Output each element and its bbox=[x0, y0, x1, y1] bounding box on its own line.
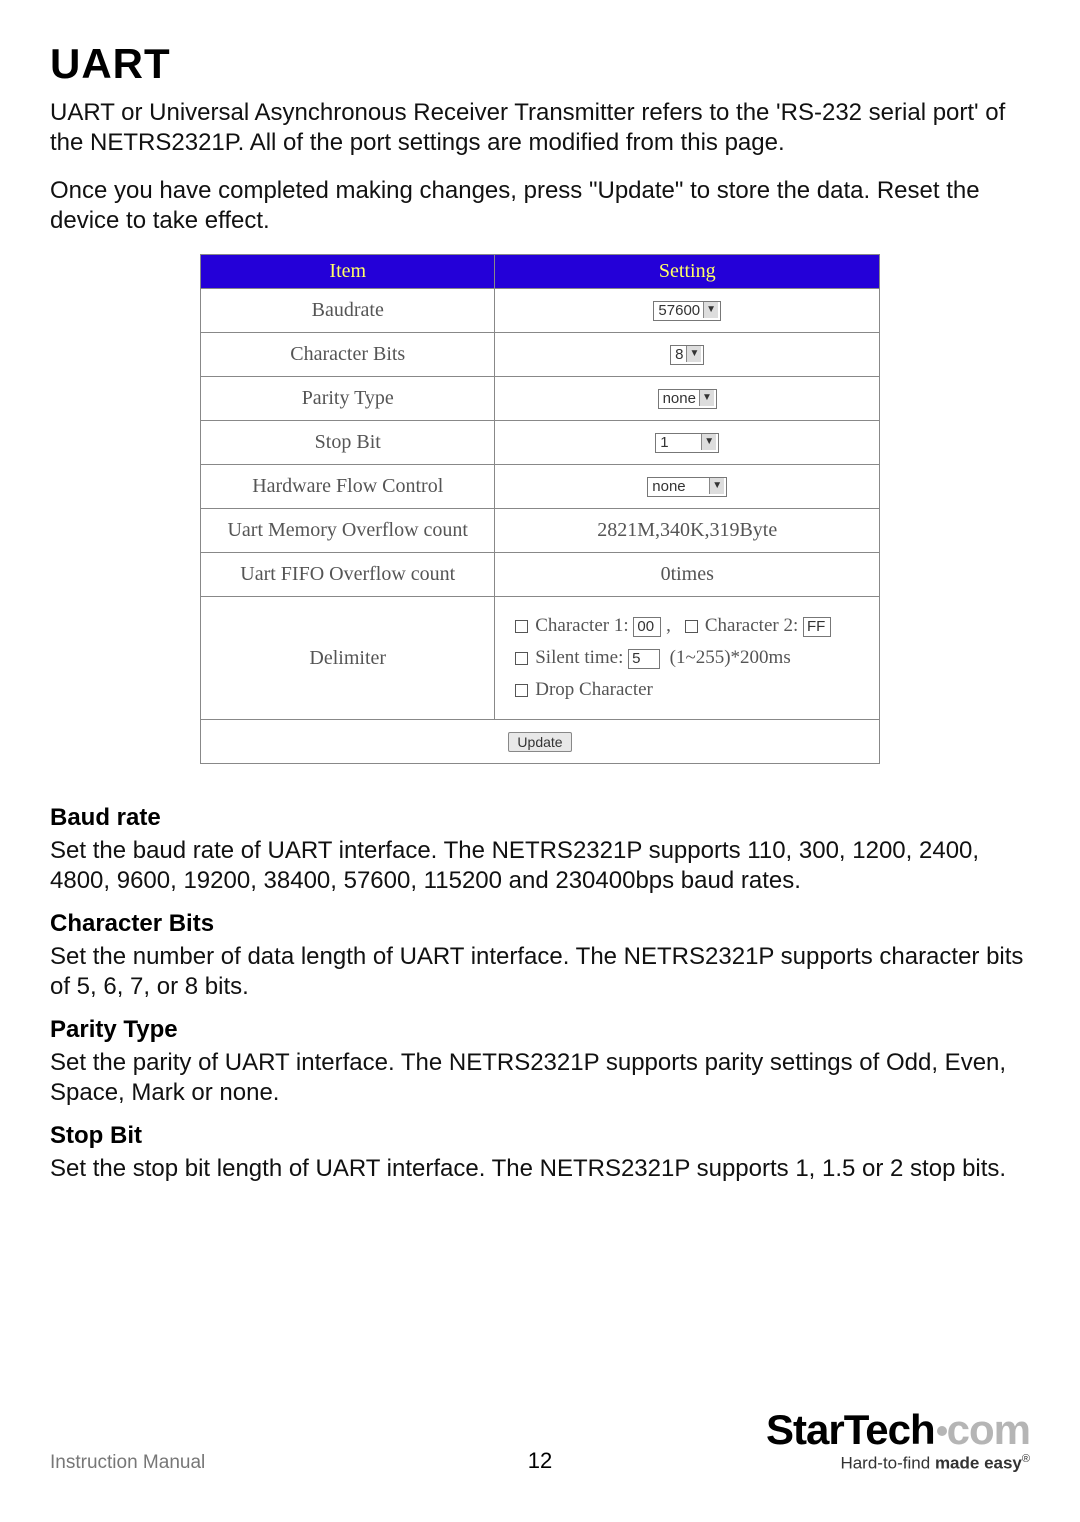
section-title: Baud rate bbox=[50, 804, 1030, 832]
row-label-fifooverflow: Uart FIFO Overflow count bbox=[201, 553, 495, 597]
row-label-baudrate: Baudrate bbox=[201, 289, 495, 333]
chevron-down-icon: ▼ bbox=[709, 478, 724, 494]
table-row: Uart Memory Overflow count 2821M,340K,31… bbox=[201, 509, 880, 553]
parity-select[interactable]: none▼ bbox=[658, 389, 717, 409]
silent-checkbox[interactable] bbox=[515, 652, 528, 665]
update-button[interactable]: Update bbox=[508, 732, 571, 752]
flowcontrol-select[interactable]: none▼ bbox=[647, 477, 727, 497]
table-header-setting: Setting bbox=[495, 255, 880, 289]
drop-label: Drop Character bbox=[535, 679, 653, 700]
table-row: Stop Bit 1▼ bbox=[201, 421, 880, 465]
section-title: Stop Bit bbox=[50, 1122, 1030, 1150]
parity-value: none bbox=[663, 390, 696, 407]
footer-page-number: 12 bbox=[528, 1448, 552, 1474]
silent-input[interactable]: 5 bbox=[628, 649, 660, 669]
section-charbits: Character Bits Set the number of data le… bbox=[50, 910, 1030, 1002]
row-label-flowcontrol: Hardware Flow Control bbox=[201, 465, 495, 509]
drop-checkbox[interactable] bbox=[515, 684, 528, 697]
table-row-delimiter: Delimiter Character 1: 00 , Character 2:… bbox=[201, 597, 880, 720]
row-label-delimiter: Delimiter bbox=[201, 597, 495, 720]
logo-dot-icon bbox=[937, 1426, 947, 1436]
chevron-down-icon: ▼ bbox=[686, 346, 701, 362]
flowcontrol-value: none bbox=[652, 478, 706, 496]
stopbit-value: 1 bbox=[660, 434, 698, 452]
char1-label: Character 1: bbox=[535, 615, 628, 636]
section-stopbit: Stop Bit Set the stop bit length of UART… bbox=[50, 1122, 1030, 1184]
logo-text-black: StarTech bbox=[766, 1406, 935, 1453]
intro-paragraph-1: UART or Universal Asynchronous Receiver … bbox=[50, 98, 1030, 158]
table-header-item: Item bbox=[201, 255, 495, 289]
char2-input[interactable]: FF bbox=[803, 617, 831, 637]
logo-registered-icon: ® bbox=[1022, 1453, 1030, 1465]
memoverflow-value: 2821M,340K,319Byte bbox=[495, 509, 880, 553]
section-body: Set the parity of UART interface. The NE… bbox=[50, 1048, 1030, 1108]
table-row: Uart FIFO Overflow count 0times bbox=[201, 553, 880, 597]
fifooverflow-value: 0times bbox=[495, 553, 880, 597]
section-parity: Parity Type Set the parity of UART inter… bbox=[50, 1016, 1030, 1108]
chevron-down-icon: ▼ bbox=[703, 302, 718, 318]
baudrate-select[interactable]: 57600▼ bbox=[653, 301, 721, 321]
char2-checkbox[interactable] bbox=[685, 620, 698, 633]
chevron-down-icon: ▼ bbox=[699, 390, 714, 406]
table-row-update: Update bbox=[201, 720, 880, 764]
section-body: Set the baud rate of UART interface. The… bbox=[50, 836, 1030, 896]
silent-label: Silent time: bbox=[535, 647, 623, 668]
logo-tagline-prefix: Hard-to-find bbox=[840, 1454, 934, 1473]
baudrate-value: 57600 bbox=[658, 302, 700, 319]
table-row: Hardware Flow Control none▼ bbox=[201, 465, 880, 509]
row-label-parity: Parity Type bbox=[201, 377, 495, 421]
footer-manual-label: Instruction Manual bbox=[50, 1452, 205, 1474]
page-footer: Instruction Manual 12 StarTech com Hard-t… bbox=[50, 1409, 1030, 1474]
logo-tagline-bold: made easy bbox=[935, 1454, 1022, 1473]
section-baudrate: Baud rate Set the baud rate of UART inte… bbox=[50, 804, 1030, 896]
silent-suffix: (1~255)*200ms bbox=[670, 647, 791, 668]
table-row: Character Bits 8▼ bbox=[201, 333, 880, 377]
stopbit-select[interactable]: 1▼ bbox=[655, 433, 719, 453]
section-body: Set the number of data length of UART in… bbox=[50, 942, 1030, 1002]
uart-settings-table: Item Setting Baudrate 57600▼ Character B… bbox=[200, 254, 880, 764]
charbits-value: 8 bbox=[675, 346, 683, 363]
table-row: Parity Type none▼ bbox=[201, 377, 880, 421]
intro-paragraph-2: Once you have completed making changes, … bbox=[50, 176, 1030, 236]
section-title: Character Bits bbox=[50, 910, 1030, 938]
char1-input[interactable]: 00 bbox=[633, 617, 661, 637]
chevron-down-icon: ▼ bbox=[701, 434, 716, 450]
row-label-memoverflow: Uart Memory Overflow count bbox=[201, 509, 495, 553]
section-title: Parity Type bbox=[50, 1016, 1030, 1044]
row-label-charbits: Character Bits bbox=[201, 333, 495, 377]
page-title: UART bbox=[50, 40, 1030, 88]
char1-checkbox[interactable] bbox=[515, 620, 528, 633]
row-label-stopbit: Stop Bit bbox=[201, 421, 495, 465]
footer-logo: StarTech com Hard-to-find made easy® bbox=[766, 1409, 1030, 1474]
char2-label: Character 2: bbox=[705, 615, 798, 636]
charbits-select[interactable]: 8▼ bbox=[670, 345, 704, 365]
table-row: Baudrate 57600▼ bbox=[201, 289, 880, 333]
section-body: Set the stop bit length of UART interfac… bbox=[50, 1154, 1030, 1184]
logo-text-grey: com bbox=[947, 1406, 1030, 1453]
